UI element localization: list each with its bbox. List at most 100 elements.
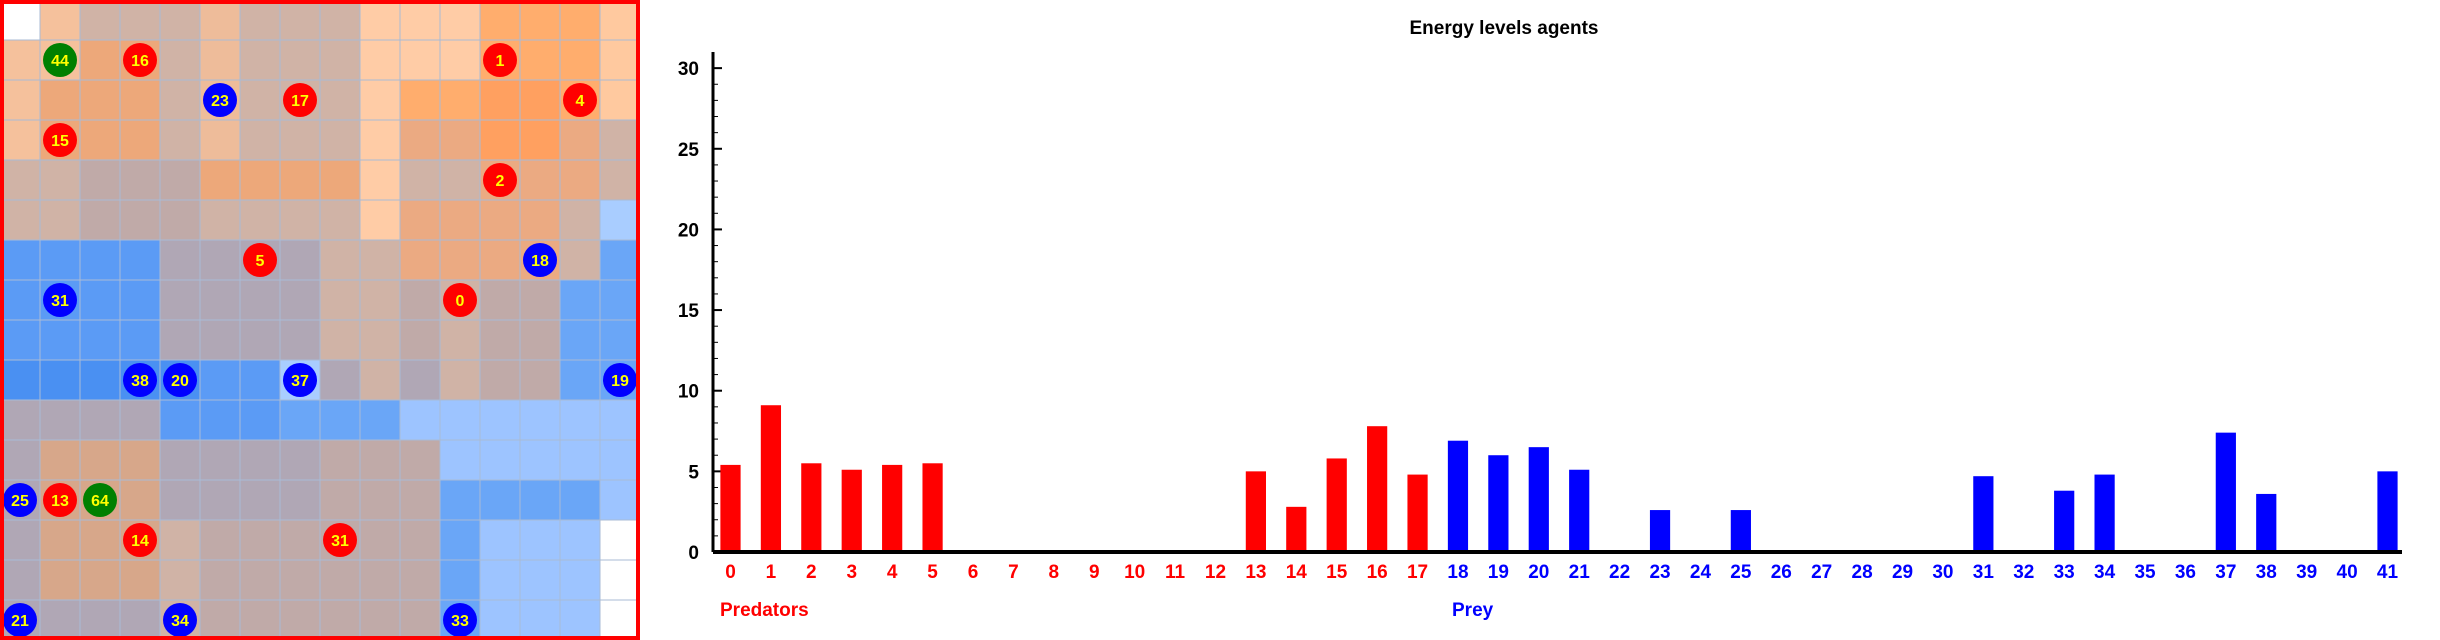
grid-cell	[399, 479, 441, 521]
grid-cell	[359, 239, 401, 281]
x-tick-label: 39	[2296, 562, 2317, 583]
x-tick-label: 19	[1488, 562, 1509, 583]
green-agent: 64	[83, 483, 117, 517]
grid-cell	[439, 159, 481, 201]
grid-cell	[239, 439, 281, 481]
prey-agent: 38	[123, 363, 157, 397]
x-tick-label: 7	[1008, 562, 1019, 583]
agent-marker	[3, 603, 37, 637]
grid-cell	[0, 439, 41, 481]
grid-cell	[279, 199, 321, 241]
grid-cell	[239, 39, 281, 81]
x-tick-label: 20	[1528, 562, 1549, 583]
grid-cell	[199, 399, 241, 441]
grid-cell	[559, 279, 601, 321]
grid-cell	[519, 479, 561, 521]
grid-cell	[439, 439, 481, 481]
x-tick-label: 12	[1205, 562, 1226, 583]
grid-cell	[39, 439, 81, 481]
grid-cell	[439, 199, 481, 241]
x-tick-label: 15	[1326, 562, 1348, 583]
grid-cell	[519, 159, 561, 201]
grid-cell	[359, 479, 401, 521]
grid-cell	[399, 519, 441, 561]
y-tick-label: 0	[688, 543, 699, 564]
prey-agent: 20	[163, 363, 197, 397]
grid-cell	[399, 359, 441, 401]
agent-label: 31	[331, 533, 349, 550]
grid-cell	[519, 559, 561, 601]
green-agent: 44	[43, 43, 77, 77]
x-tick-label: 25	[1730, 562, 1752, 583]
grid-cell	[399, 0, 441, 41]
agent-marker	[603, 363, 637, 397]
bar-agent-25	[1730, 510, 1751, 552]
grid-cell	[199, 39, 241, 81]
x-tick-label: 34	[2094, 562, 2116, 583]
grid-cell	[319, 159, 361, 201]
prey-agent: 19	[603, 363, 637, 397]
agent-marker	[283, 83, 317, 117]
grid-cell	[159, 399, 201, 441]
grid-cell	[319, 559, 361, 601]
grid-cell	[39, 319, 81, 361]
grid-cell	[279, 39, 321, 81]
grid-cell	[239, 199, 281, 241]
grid-cell	[239, 79, 281, 121]
bar-agent-17	[1407, 474, 1428, 552]
grid-cell	[119, 119, 161, 161]
y-tick-label: 30	[678, 59, 699, 80]
grid-cell	[319, 279, 361, 321]
grid-cell	[439, 119, 481, 161]
grid-cell	[0, 239, 41, 281]
grid-cell	[519, 439, 561, 481]
bar-agent-37	[2215, 432, 2236, 552]
grid-cell	[399, 559, 441, 601]
x-tick-label: 9	[1089, 562, 1100, 583]
grid-cell	[559, 519, 601, 561]
grid-cell	[399, 319, 441, 361]
grid-cell	[159, 239, 201, 281]
predator-agent: 31	[323, 523, 357, 557]
grid-cell	[239, 359, 281, 401]
grid-cell	[359, 399, 401, 441]
grid-cell	[79, 359, 121, 401]
grid-cell	[559, 319, 601, 361]
grid-cell	[279, 239, 321, 281]
bar-agent-3	[841, 469, 862, 552]
agent-label: 23	[211, 93, 229, 110]
grid-cell	[359, 559, 401, 601]
predator-agent: 5	[243, 243, 277, 277]
x-tick-label: 36	[2175, 562, 2196, 583]
agent-label: 15	[51, 133, 69, 150]
grid-cell	[519, 319, 561, 361]
grid-cell	[479, 599, 521, 640]
predator-agent: 0	[443, 283, 477, 317]
grid-cell	[119, 279, 161, 321]
grid-cell	[519, 119, 561, 161]
prey-agent: 37	[283, 363, 317, 397]
x-tick-label: 5	[927, 562, 938, 583]
grid-cell	[599, 479, 640, 521]
bar-agent-23	[1649, 510, 1671, 552]
grid-cell	[199, 119, 241, 161]
grid-cell	[359, 39, 401, 81]
agent-marker	[83, 483, 117, 517]
prey-agent: 21	[3, 603, 37, 637]
grid-cell	[0, 279, 41, 321]
bar-agent-0	[720, 464, 741, 552]
grid-cell	[479, 279, 521, 321]
grid-cell	[39, 519, 81, 561]
y-tick-label: 25	[678, 140, 700, 161]
grid-cell	[119, 319, 161, 361]
agent-label: 19	[611, 373, 629, 390]
grid-cell	[239, 559, 281, 601]
grid-cell	[439, 559, 481, 601]
predator-agent: 13	[43, 483, 77, 517]
grid-cell	[599, 39, 640, 81]
grid-cell	[399, 239, 441, 281]
x-tick-label: 41	[2377, 562, 2399, 583]
bar-agent-19	[1488, 455, 1509, 552]
grid-cell	[559, 199, 601, 241]
